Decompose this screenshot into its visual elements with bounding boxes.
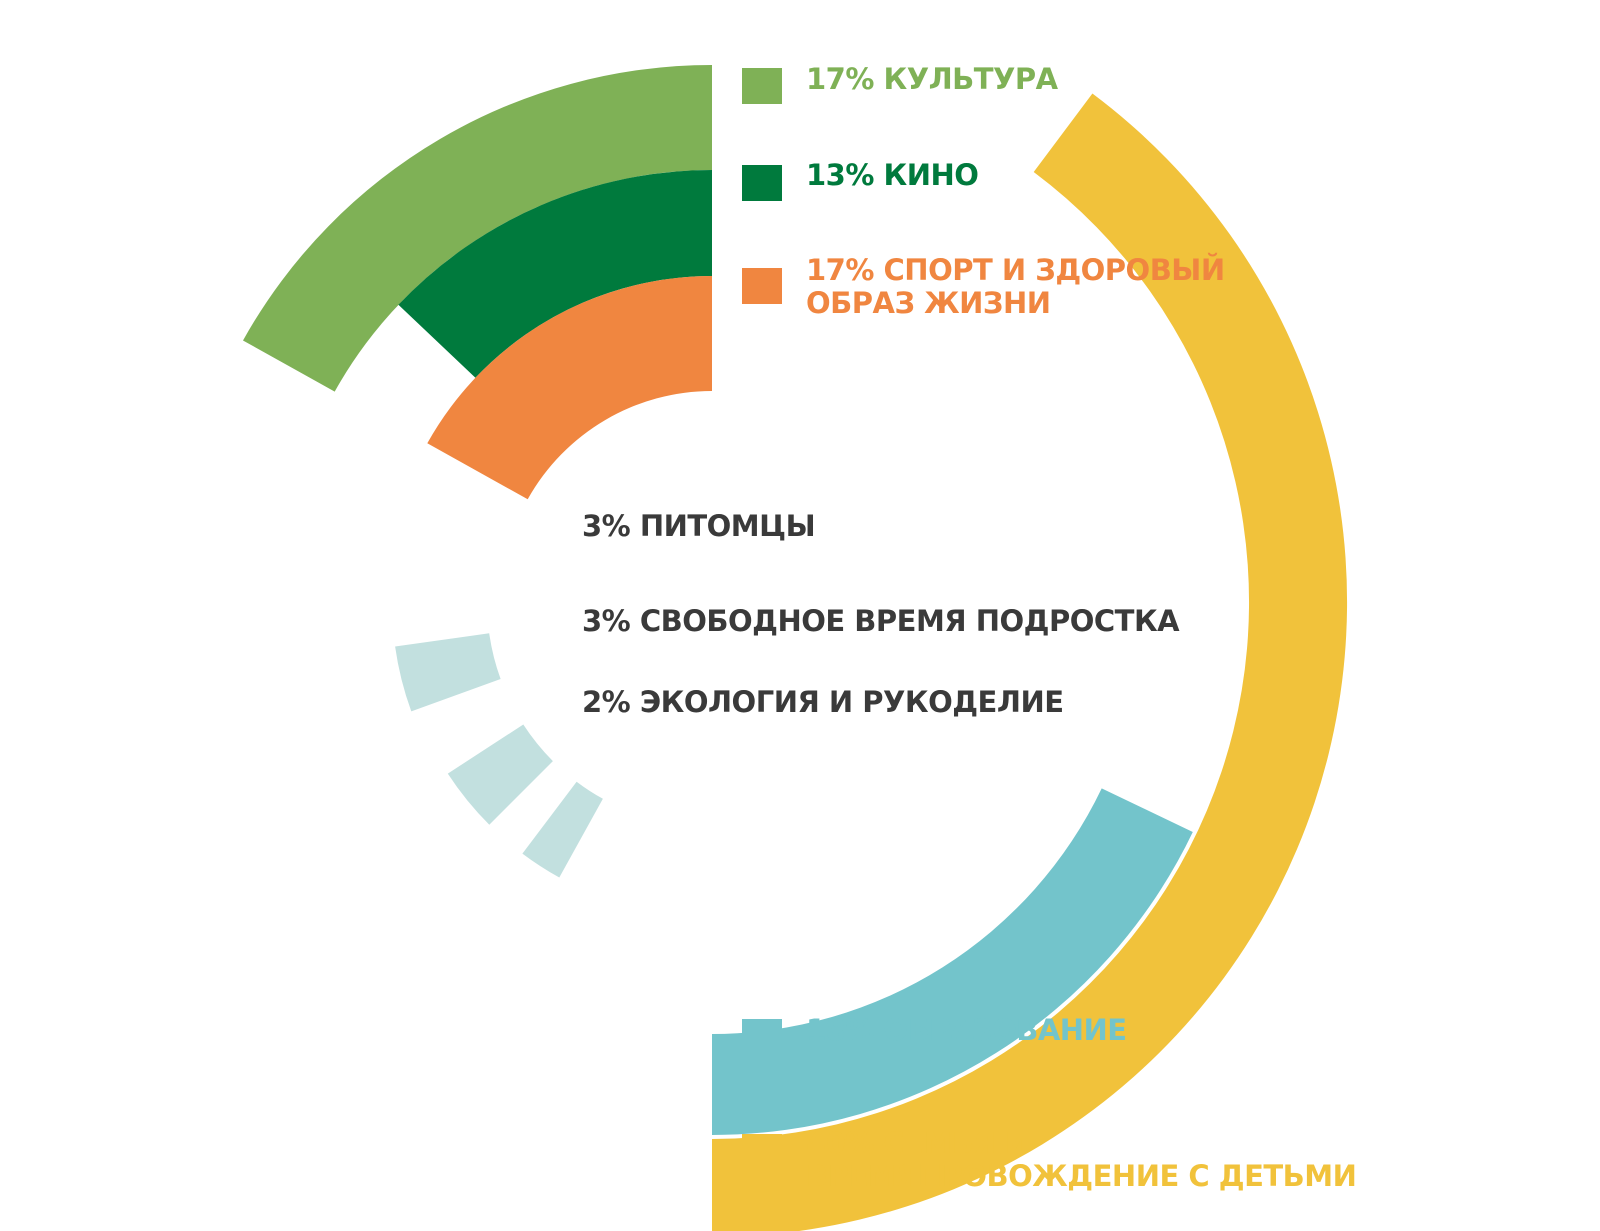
arc-bar-6: [447, 724, 553, 825]
arc-bar-4: [427, 276, 712, 500]
arc-bar-5: [395, 633, 501, 712]
legend-swatch-4: [742, 268, 782, 304]
legend-label-4-line-0: 17% СПОРТ И ЗДОРОВЫЙ: [806, 253, 1225, 287]
legend-label-5-line-0: 3% ПИТОМЦЫ: [582, 509, 815, 543]
legend-swatch-3: [742, 165, 782, 201]
legend-label-0-line-1: ВРЕМЯПРОВОЖДЕНИЕ С ДЕТЬМИ: [806, 1159, 1356, 1193]
legend-swatch-2: [742, 1019, 782, 1055]
legend-label-3-line-0: 13% КИНО: [806, 158, 978, 192]
arc-bar-1: [243, 65, 712, 392]
legend-swatch-1: [742, 68, 782, 104]
legend-label-2-line-0: 18% ОБРАЗОВАНИЕ: [806, 1013, 1127, 1047]
legend-swatch-0: [742, 1134, 782, 1170]
legend-label-4-line-1: ОБРАЗ ЖИЗНИ: [806, 286, 1051, 320]
arc-bar-2: [712, 788, 1193, 1135]
legend-label-0-line-0: 40% СЕМЬЯ И: [806, 1126, 1029, 1160]
arc-bar-3: [398, 170, 712, 378]
legend-label-7-line-0: 2% ЭКОЛОГИЯ И РУКОДЕЛИЕ: [582, 685, 1064, 719]
legend-label-6-line-0: 3% СВОБОДНОЕ ВРЕМЯ ПОДРОСТКА: [582, 604, 1180, 638]
arc-bar-7: [522, 781, 603, 878]
arc-bar-0: [712, 93, 1348, 1231]
legend-label-1-line-0: 17% КУЛЬТУРА: [806, 62, 1059, 96]
